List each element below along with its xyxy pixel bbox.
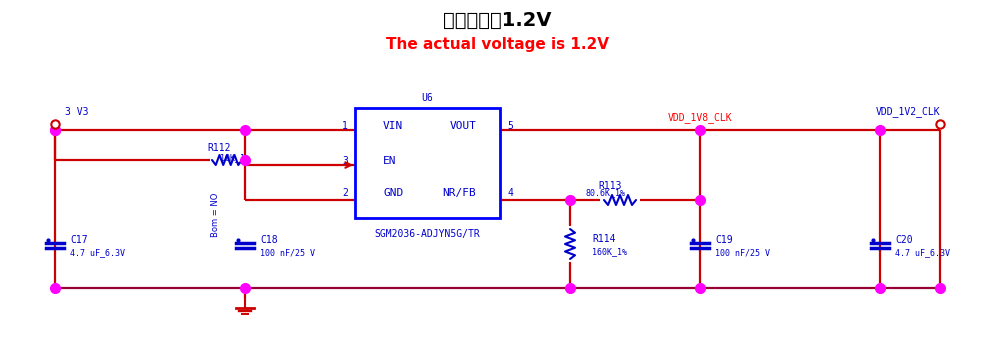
Text: U6: U6 bbox=[421, 93, 432, 103]
Text: VDD_1V2_CLK: VDD_1V2_CLK bbox=[876, 107, 940, 117]
Text: 4.7 uF_6.3V: 4.7 uF_6.3V bbox=[70, 248, 125, 258]
Text: 100 nF/25 V: 100 nF/25 V bbox=[260, 248, 315, 258]
Text: C18: C18 bbox=[260, 235, 277, 245]
Text: 3 V3: 3 V3 bbox=[65, 107, 88, 117]
Bar bbox=[355, 108, 500, 218]
Text: 2: 2 bbox=[342, 188, 348, 198]
Text: EN: EN bbox=[383, 156, 397, 166]
Text: C17: C17 bbox=[70, 235, 87, 245]
Text: GND: GND bbox=[383, 188, 404, 198]
Text: 1: 1 bbox=[342, 121, 348, 131]
Text: R112: R112 bbox=[207, 143, 231, 153]
Text: C20: C20 bbox=[895, 235, 912, 245]
Text: 4.7 uF_6.3V: 4.7 uF_6.3V bbox=[895, 248, 950, 258]
Text: 160K_1%: 160K_1% bbox=[592, 248, 627, 257]
Text: SGM2036-ADJYN5G/TR: SGM2036-ADJYN5G/TR bbox=[374, 229, 480, 239]
Text: 80.6K_1%: 80.6K_1% bbox=[585, 189, 625, 198]
Text: 5: 5 bbox=[507, 121, 513, 131]
Text: R114: R114 bbox=[592, 234, 615, 244]
Text: 3: 3 bbox=[342, 156, 348, 166]
Text: VIN: VIN bbox=[383, 121, 404, 131]
Text: NR/FB: NR/FB bbox=[442, 188, 476, 198]
Text: 实际电压是1.2V: 实际电压是1.2V bbox=[442, 11, 552, 29]
Text: 4: 4 bbox=[507, 188, 513, 198]
Text: Bom = NO: Bom = NO bbox=[211, 193, 220, 237]
Text: VDD_1V8_CLK: VDD_1V8_CLK bbox=[668, 113, 733, 123]
Text: The actual voltage is 1.2V: The actual voltage is 1.2V bbox=[386, 37, 608, 52]
Text: VOUT: VOUT bbox=[450, 121, 477, 131]
Text: R113: R113 bbox=[598, 181, 621, 191]
Text: 10K_1%: 10K_1% bbox=[220, 154, 250, 163]
Text: 100 nF/25 V: 100 nF/25 V bbox=[715, 248, 770, 258]
Text: C19: C19 bbox=[715, 235, 733, 245]
